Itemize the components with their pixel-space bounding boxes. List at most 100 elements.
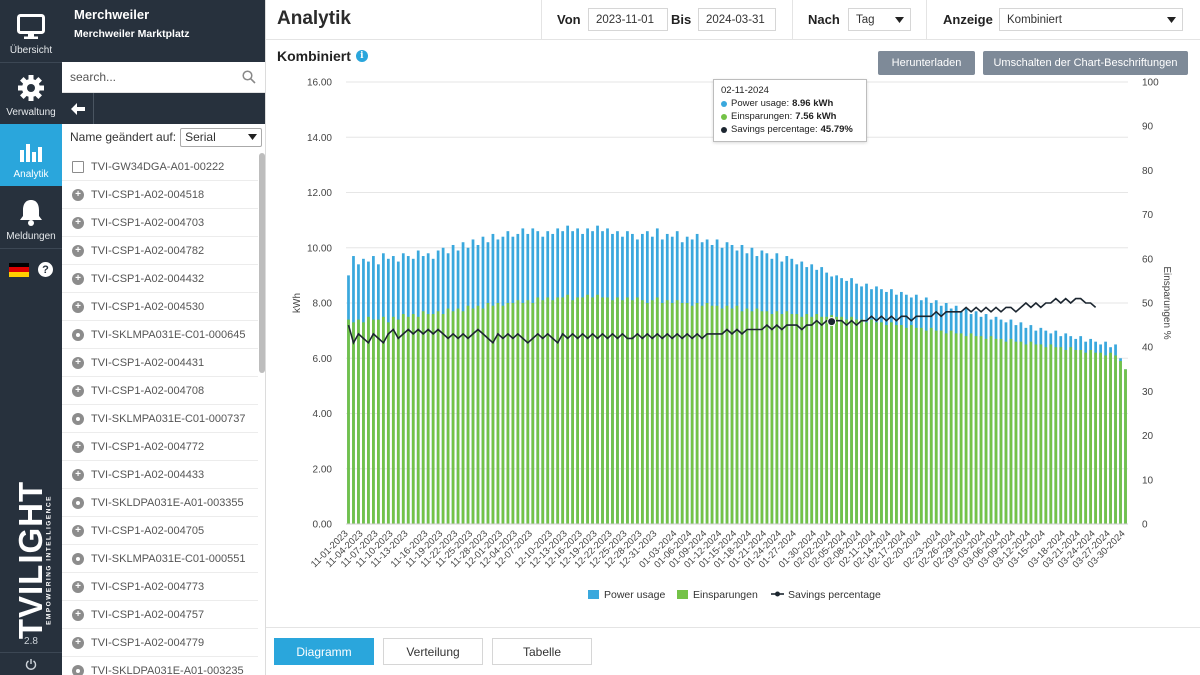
device-list-item[interactable]: TVI-SKLDPA031E-A01-003235 <box>62 657 258 675</box>
savings-bar <box>770 314 774 524</box>
device-list-item[interactable]: + TVI-CSP1-A02-004705 <box>62 517 258 545</box>
savings-bar <box>486 303 490 524</box>
german-flag-icon[interactable] <box>9 262 29 277</box>
device-list-item[interactable]: + TVI-CSP1-A02-004518 <box>62 181 258 209</box>
device-list-item[interactable]: TVI-SKLMPA031E-C01-000645 <box>62 321 258 349</box>
search-input[interactable] <box>62 62 232 92</box>
savings-bar <box>611 300 614 524</box>
device-name: TVI-CSP1-A02-004782 <box>91 244 205 257</box>
device-name: TVI-CSP1-A02-004757 <box>91 608 205 621</box>
device-name: TVI-SKLMPA031E-C01-000645 <box>91 328 246 341</box>
logout-button[interactable] <box>0 652 62 675</box>
device-list-item[interactable]: + TVI-CSP1-A02-004782 <box>62 237 258 265</box>
device-name: TVI-CSP1-A02-004530 <box>91 300 205 313</box>
savings-bar <box>377 319 380 524</box>
device-list-item[interactable]: TVI-GW34DGA-A01-00222 <box>62 153 258 181</box>
download-button[interactable]: Herunterladen <box>878 51 975 75</box>
y2-tick-label: 90 <box>1142 122 1154 133</box>
device-list-item[interactable]: + TVI-CSP1-A02-004530 <box>62 293 258 321</box>
info-icon[interactable]: i <box>355 50 368 62</box>
device-list-item[interactable]: + TVI-CSP1-A02-004433 <box>62 461 258 489</box>
y2-tick-label: 80 <box>1142 166 1154 177</box>
savings-bar <box>1019 341 1023 524</box>
nav-analytics[interactable]: Analytik <box>0 124 62 186</box>
savings-bar <box>984 338 988 524</box>
legend-power-swatch <box>588 590 599 599</box>
device-list-item[interactable]: + TVI-CSP1-A02-004432 <box>62 265 258 293</box>
y2-tick-label: 20 <box>1142 431 1154 442</box>
chart-tooltip: 02-11-2024 Power usage: 8.96 kWh Einsparu… <box>713 79 867 142</box>
device-search <box>62 62 265 93</box>
savings-bar <box>885 325 888 524</box>
device-list-item[interactable]: + TVI-CSP1-A02-004703 <box>62 209 258 237</box>
group-by-select[interactable]: Tag <box>848 8 911 31</box>
tooltip-percentage-label: Savings percentage: <box>731 124 818 135</box>
device-name: TVI-SKLDPA031E-A01-003235 <box>91 664 244 675</box>
savings-bar <box>431 314 435 524</box>
savings-bar <box>451 311 455 524</box>
device-name: TVI-CSP1-A02-004773 <box>91 580 205 593</box>
help-icon[interactable]: ? <box>38 262 53 277</box>
savings-bar <box>476 305 480 524</box>
legend-savings-swatch <box>677 590 688 599</box>
savings-bar <box>680 303 684 524</box>
savings-bar <box>895 325 898 524</box>
device-list-scrollbar[interactable] <box>259 153 265 373</box>
caret-down-icon <box>1167 16 1176 23</box>
savings-bar <box>601 297 604 524</box>
plus-circle-icon: + <box>72 524 84 537</box>
to-date-input[interactable]: 2024-03-31 <box>698 8 776 31</box>
savings-bar <box>665 300 669 524</box>
nav-notifications[interactable]: Meldungen <box>0 186 62 248</box>
tab-distribution[interactable]: Verteilung <box>383 638 483 665</box>
tooltip-date: 02-11-2024 <box>721 85 769 96</box>
plus-circle-icon: + <box>72 608 84 621</box>
rename-select[interactable]: Serial <box>180 127 263 147</box>
savings-bar <box>934 330 938 524</box>
device-list-item[interactable]: + TVI-CSP1-A02-004779 <box>62 629 258 657</box>
savings-bar <box>710 305 714 524</box>
savings-bar <box>396 319 400 524</box>
device-list-item[interactable]: TVI-SKLMPA031E-C01-000737 <box>62 405 258 433</box>
view-select[interactable]: Kombiniert <box>999 8 1183 31</box>
savings-bar <box>949 330 953 524</box>
device-list-item[interactable]: + TVI-CSP1-A02-004431 <box>62 349 258 377</box>
search-icon[interactable] <box>242 70 256 84</box>
savings-bar <box>1119 361 1122 524</box>
device-name: TVI-CSP1-A02-004431 <box>91 356 205 369</box>
sensor-icon <box>72 412 84 425</box>
plus-circle-icon: + <box>72 440 84 453</box>
toggle-labels-button[interactable]: Umschalten der Chart-Beschriftungen <box>983 51 1188 75</box>
savings-bar <box>815 314 819 524</box>
savings-bar <box>810 316 814 524</box>
savings-bar <box>775 311 779 524</box>
device-panel: Merchweiler Merchweiler Marktplatz Name … <box>62 0 266 675</box>
tooltip-row-savings: Einsparungen: 7.56 kWh <box>721 111 859 122</box>
device-name: TVI-CSP1-A02-004703 <box>91 216 205 229</box>
savings-bar <box>516 300 520 524</box>
tab-table[interactable]: Tabelle <box>492 638 592 665</box>
group-by-value: Tag <box>856 13 875 26</box>
device-list-item[interactable]: + TVI-CSP1-A02-004773 <box>62 573 258 601</box>
y2-tick-label: 30 <box>1142 387 1154 398</box>
savings-bar <box>1054 347 1058 524</box>
back-button[interactable] <box>62 93 94 124</box>
device-list-item[interactable]: + TVI-CSP1-A02-004757 <box>62 601 258 629</box>
legend-percentage-label: Savings percentage <box>788 589 881 601</box>
bar-chart-icon <box>20 144 42 162</box>
savings-bar <box>531 303 535 524</box>
device-list-item[interactable]: + TVI-CSP1-A02-004772 <box>62 433 258 461</box>
nav-management[interactable]: Verwaltung <box>0 62 62 124</box>
page-title: Analytik <box>277 8 351 29</box>
tooltip-row-percentage: Savings percentage: 45.79% <box>721 124 859 135</box>
device-list-item[interactable]: TVI-SKLDPA031E-A01-003355 <box>62 489 258 517</box>
device-list-item[interactable]: + TVI-CSP1-A02-004708 <box>62 377 258 405</box>
savings-bar <box>860 319 863 524</box>
device-list-item[interactable]: TVI-SKLMPA031E-C01-000551 <box>62 545 258 573</box>
from-date-input[interactable]: 2023-11-01 <box>588 8 668 31</box>
tab-diagram[interactable]: Diagramm <box>274 638 374 665</box>
savings-bar <box>725 305 729 524</box>
savings-bar <box>929 327 933 524</box>
nav-overview[interactable]: Übersicht <box>0 0 62 62</box>
sensor-icon <box>72 328 84 341</box>
